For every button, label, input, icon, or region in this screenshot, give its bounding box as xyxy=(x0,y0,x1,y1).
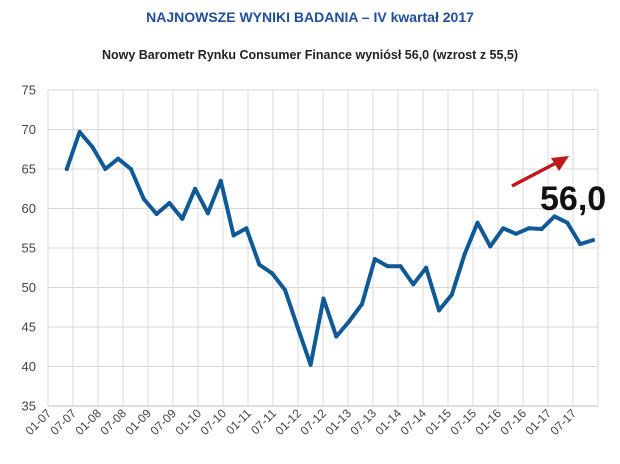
data-point xyxy=(436,308,441,313)
data-point xyxy=(154,212,159,217)
x-tick-label: 07-15 xyxy=(448,406,480,438)
chart-title: NAJNOWSZE WYNIKI BADANIA – IV kwartał 20… xyxy=(146,9,474,25)
data-point xyxy=(321,296,326,301)
data-point xyxy=(90,144,95,149)
data-point xyxy=(334,334,339,339)
y-tick-label: 40 xyxy=(22,359,36,374)
x-tick-label: 01-17 xyxy=(523,406,555,438)
data-point xyxy=(167,200,172,205)
data-point xyxy=(372,257,377,262)
data-point xyxy=(180,216,185,221)
x-tick-label: 01-11 xyxy=(223,406,254,437)
data-point xyxy=(193,186,198,191)
y-tick-label: 35 xyxy=(22,399,36,414)
data-point xyxy=(578,242,583,247)
series-line xyxy=(64,129,595,367)
x-tick-label: 07-14 xyxy=(398,406,430,438)
data-point xyxy=(526,226,531,231)
x-tick-label: 01-09 xyxy=(123,406,155,438)
data-point xyxy=(347,319,352,324)
x-tick-label: 01-16 xyxy=(473,406,505,438)
data-point xyxy=(513,231,518,236)
data-point xyxy=(539,227,544,232)
y-tick-label: 45 xyxy=(22,320,36,335)
data-point xyxy=(282,287,287,292)
data-point xyxy=(218,178,223,183)
data-point xyxy=(501,226,506,231)
data-point xyxy=(462,252,467,257)
x-tick-label: 01-15 xyxy=(423,406,455,438)
data-point xyxy=(128,167,133,171)
y-tick-label: 65 xyxy=(22,162,36,177)
x-tick-label: 07-09 xyxy=(148,406,180,438)
x-tick-label: 01-13 xyxy=(323,406,355,438)
x-tick-label: 01-10 xyxy=(173,406,205,438)
data-point xyxy=(308,362,313,367)
chart-subtitle: Nowy Barometr Rynku Consumer Finance wyn… xyxy=(101,48,519,62)
data-point xyxy=(449,292,454,297)
data-point xyxy=(552,214,557,219)
y-tick-label: 75 xyxy=(22,83,36,98)
x-tick-label: 01-12 xyxy=(273,406,305,438)
data-point xyxy=(103,167,108,171)
x-tick-label: 07-16 xyxy=(498,406,530,438)
latest-value-label: 56,0 xyxy=(540,180,606,218)
data-point xyxy=(141,197,146,202)
x-tick-label: 01-14 xyxy=(373,406,405,438)
data-point xyxy=(295,325,300,330)
data-point xyxy=(231,233,236,238)
series-points xyxy=(64,129,595,367)
x-tick-label: 07-08 xyxy=(98,406,130,438)
x-tick-label: 07-13 xyxy=(348,406,380,438)
x-axis-ticks: 01-0707-0701-0807-0801-0907-0901-1007-10… xyxy=(23,406,580,438)
data-point xyxy=(411,282,416,287)
data-point xyxy=(270,271,275,276)
y-tick-label: 50 xyxy=(22,280,36,295)
x-tick-label: 01-08 xyxy=(73,406,105,438)
data-point xyxy=(359,302,364,307)
data-point xyxy=(64,167,69,171)
data-point xyxy=(205,211,210,216)
x-tick-label: 07-10 xyxy=(198,406,230,438)
data-point xyxy=(244,226,249,231)
y-tick-label: 70 xyxy=(22,122,36,137)
chart-grid xyxy=(47,89,599,407)
data-point xyxy=(591,238,595,243)
y-axis-ticks: 35 40 45 50 55 60 65 70 75 xyxy=(22,83,36,414)
x-tick-label: 07-12 xyxy=(298,406,330,438)
y-tick-label: 55 xyxy=(22,241,36,256)
data-point xyxy=(77,129,82,134)
y-tick-label: 60 xyxy=(22,201,36,216)
x-tick-label: 07-07 xyxy=(48,406,80,438)
data-point xyxy=(257,262,262,267)
data-point xyxy=(475,220,480,225)
trend-arrow-icon xyxy=(511,156,569,188)
data-point xyxy=(116,156,121,161)
data-point xyxy=(398,264,403,269)
x-tick-label: 07-11 xyxy=(248,406,279,437)
data-point xyxy=(488,244,493,249)
x-tick-label: 07-17 xyxy=(548,406,580,438)
data-point xyxy=(385,264,390,269)
data-point xyxy=(565,220,570,225)
data-point xyxy=(424,265,429,270)
